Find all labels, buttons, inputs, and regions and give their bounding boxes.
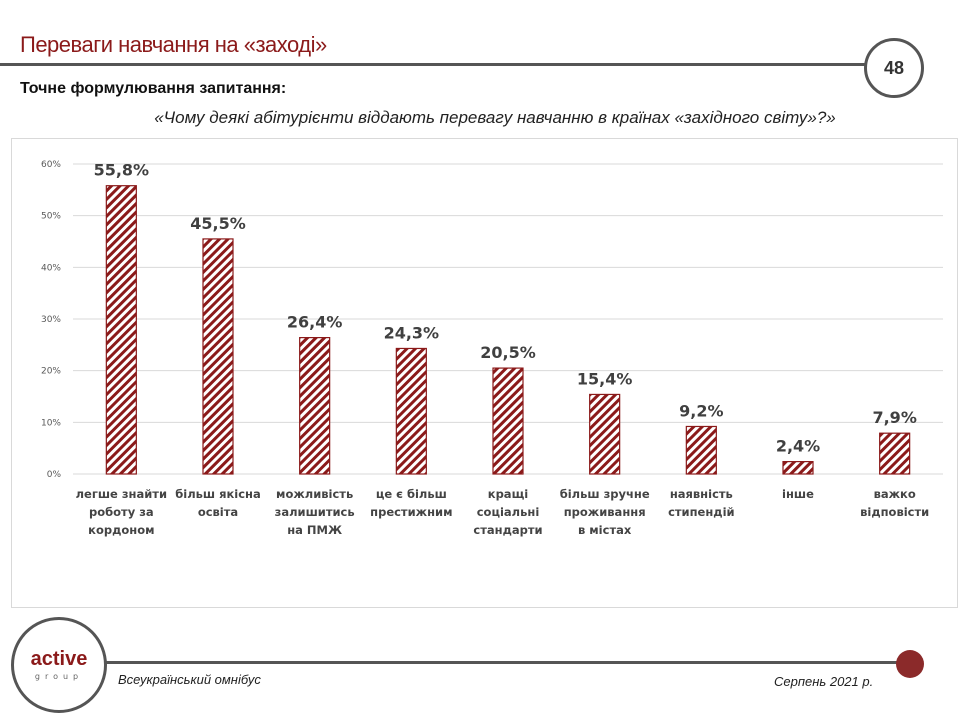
- y-tick-label: 40%: [41, 263, 61, 273]
- data-label: 20,5%: [480, 343, 536, 362]
- x-tick-label: наявність стипендій: [668, 487, 735, 519]
- page-number: 48: [883, 57, 905, 78]
- bar-chart: 0% 10% 20% 30% 40% 50% 60% 55,8% 45,5% 26,4% 24,3%…: [41, 160, 943, 480]
- footer-divider: [100, 661, 910, 664]
- data-label: 55,8%: [94, 161, 150, 180]
- data-label: 9,2%: [679, 401, 723, 420]
- slide-title: Переваги навчання на «заході»: [20, 32, 327, 57]
- bar: [105, 185, 137, 475]
- data-label: 24,3%: [384, 323, 440, 342]
- y-tick-label: 50%: [41, 212, 61, 222]
- bar: [589, 393, 621, 475]
- header-divider: [0, 63, 870, 66]
- bar: [299, 337, 331, 475]
- x-tick-label: більш якісна освіта: [175, 487, 261, 519]
- question-label: Точне формулювання запитання:: [20, 80, 287, 97]
- chart-area: 0% 10% 20% 30% 40% 50% 60% 55,8% 45,5% 26,4% 24,3%…: [11, 138, 958, 608]
- x-tick-label: інше: [782, 487, 814, 501]
- data-label: 26,4%: [287, 313, 343, 332]
- data-label: 7,9%: [872, 408, 916, 427]
- footer-source: Всеукраїнський омнібус: [118, 672, 261, 687]
- question-text: «Чому деякі абітурієнти віддають переваг…: [154, 108, 836, 127]
- x-tick-label: легше знайти роботу за кордоном: [75, 487, 168, 537]
- x-tick-label: можливість залишитись на ПМЖ: [274, 487, 355, 537]
- bar: [782, 461, 814, 475]
- x-tick-label: більш зручне проживання в містах: [559, 487, 650, 537]
- bar: [395, 347, 427, 475]
- logo-subtext: group: [34, 672, 84, 681]
- footer-dot: [896, 650, 924, 678]
- bar: [879, 432, 911, 475]
- y-tick-label: 10%: [41, 418, 61, 428]
- bar: [492, 367, 524, 475]
- footer-date: Серпень 2021 р.: [774, 674, 874, 689]
- x-tick-label: кращі соціальні стандарти: [473, 487, 543, 537]
- y-tick-label: 20%: [41, 367, 61, 377]
- data-label: 15,4%: [577, 369, 633, 388]
- bar: [685, 425, 717, 475]
- data-label: 2,4%: [776, 437, 820, 456]
- bar: [202, 238, 234, 475]
- x-tick-label: це є більш престижним: [370, 487, 453, 519]
- x-tick-label: важко відповісти: [860, 487, 930, 519]
- logo: active group: [11, 617, 107, 713]
- y-tick-label: 0%: [47, 470, 62, 480]
- data-label: 45,5%: [190, 214, 246, 233]
- y-tick-label: 30%: [41, 315, 61, 325]
- y-tick-label: 60%: [41, 160, 61, 170]
- page-number-badge: 48: [864, 38, 924, 98]
- logo-text: active: [30, 648, 88, 670]
